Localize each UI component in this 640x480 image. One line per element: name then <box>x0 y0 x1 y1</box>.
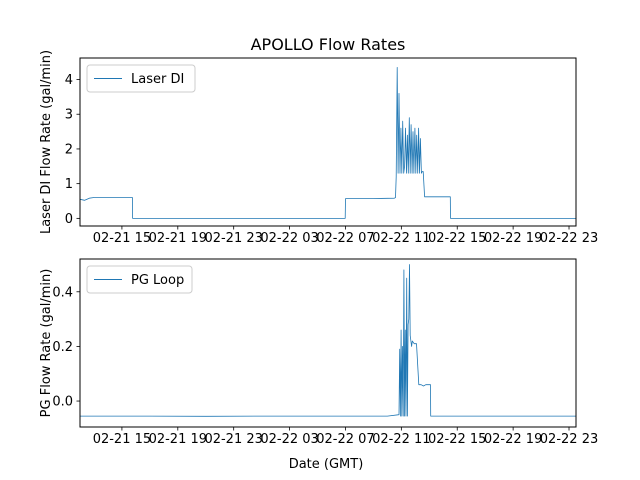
laser-di-x-tick-label: 02-22 15 <box>428 231 486 246</box>
laser-di-y-axis-label: Laser DI Flow Rate (gal/min) <box>39 50 54 234</box>
laser-di-x-tick-label: 02-21 15 <box>93 231 151 246</box>
pg-x-tick-label: 02-21 15 <box>93 432 151 447</box>
pg-legend-label: PG Loop <box>131 273 184 288</box>
pg-series-group <box>80 264 576 417</box>
pg-legend-box <box>86 265 193 294</box>
laser-di-y-tick-label: 0 <box>65 212 73 227</box>
laser-di-x-tick-label: 02-22 23 <box>540 231 598 246</box>
pg-x-tick-label: 02-22 03 <box>260 432 318 447</box>
pg-plot-frame <box>79 258 577 428</box>
pg-x-tick-label: 02-21 23 <box>204 432 262 447</box>
laser-di-legend: Laser DI <box>86 64 196 93</box>
laser-di-y-ticks: 0 1 2 3 4 <box>65 73 80 227</box>
pg-x-tick-label: 02-22 11 <box>372 432 430 447</box>
laser-di-x-tick-label: 02-22 07 <box>316 231 374 246</box>
pg-series-line-0 <box>80 264 576 417</box>
laser-di-legend-box <box>86 64 196 93</box>
pg-x-tick-label: 02-21 19 <box>149 432 207 447</box>
laser-di-y-tick-label: 4 <box>65 73 73 88</box>
pg-x-tick-label: 02-22 19 <box>484 432 542 447</box>
laser-di-series-group <box>79 67 576 219</box>
laser-di-series-line-0 <box>79 67 576 219</box>
pg-legend: PG Loop <box>86 265 193 294</box>
figure-title: APOLLO Flow Rates <box>251 35 406 54</box>
laser-di-y-tick-label: 2 <box>65 142 73 157</box>
laser-di-x-tick-label: 02-21 19 <box>149 231 207 246</box>
laser-di-y-tick-label: 1 <box>65 177 73 192</box>
pg-y-tick-label: 0.4 <box>52 285 73 300</box>
pg-y-tick-label: 0.2 <box>52 340 73 355</box>
pg-x-tick-label: 02-22 23 <box>540 432 598 447</box>
pg-x-tick-label: 02-22 07 <box>316 432 374 447</box>
laser-di-x-tick-label: 02-22 19 <box>484 231 542 246</box>
laser-di-x-tick-label: 02-22 03 <box>260 231 318 246</box>
laser-di-x-tick-label: 02-22 11 <box>372 231 430 246</box>
laser-di-legend-label: Laser DI <box>131 72 184 87</box>
pg-x-tick-label: 02-22 15 <box>428 432 486 447</box>
laser-di-y-tick-label: 3 <box>65 108 73 123</box>
pg-y-axis-label: PG Flow Rate (gal/min) <box>39 269 54 418</box>
laser-di-plot-frame <box>79 57 577 227</box>
pg-y-ticks: 0.0 0.2 0.4 <box>52 285 80 410</box>
x-axis-label: Date (GMT) <box>289 457 364 472</box>
pg-y-tick-label: 0.0 <box>52 395 73 410</box>
laser-di-x-tick-label: 02-21 23 <box>204 231 262 246</box>
